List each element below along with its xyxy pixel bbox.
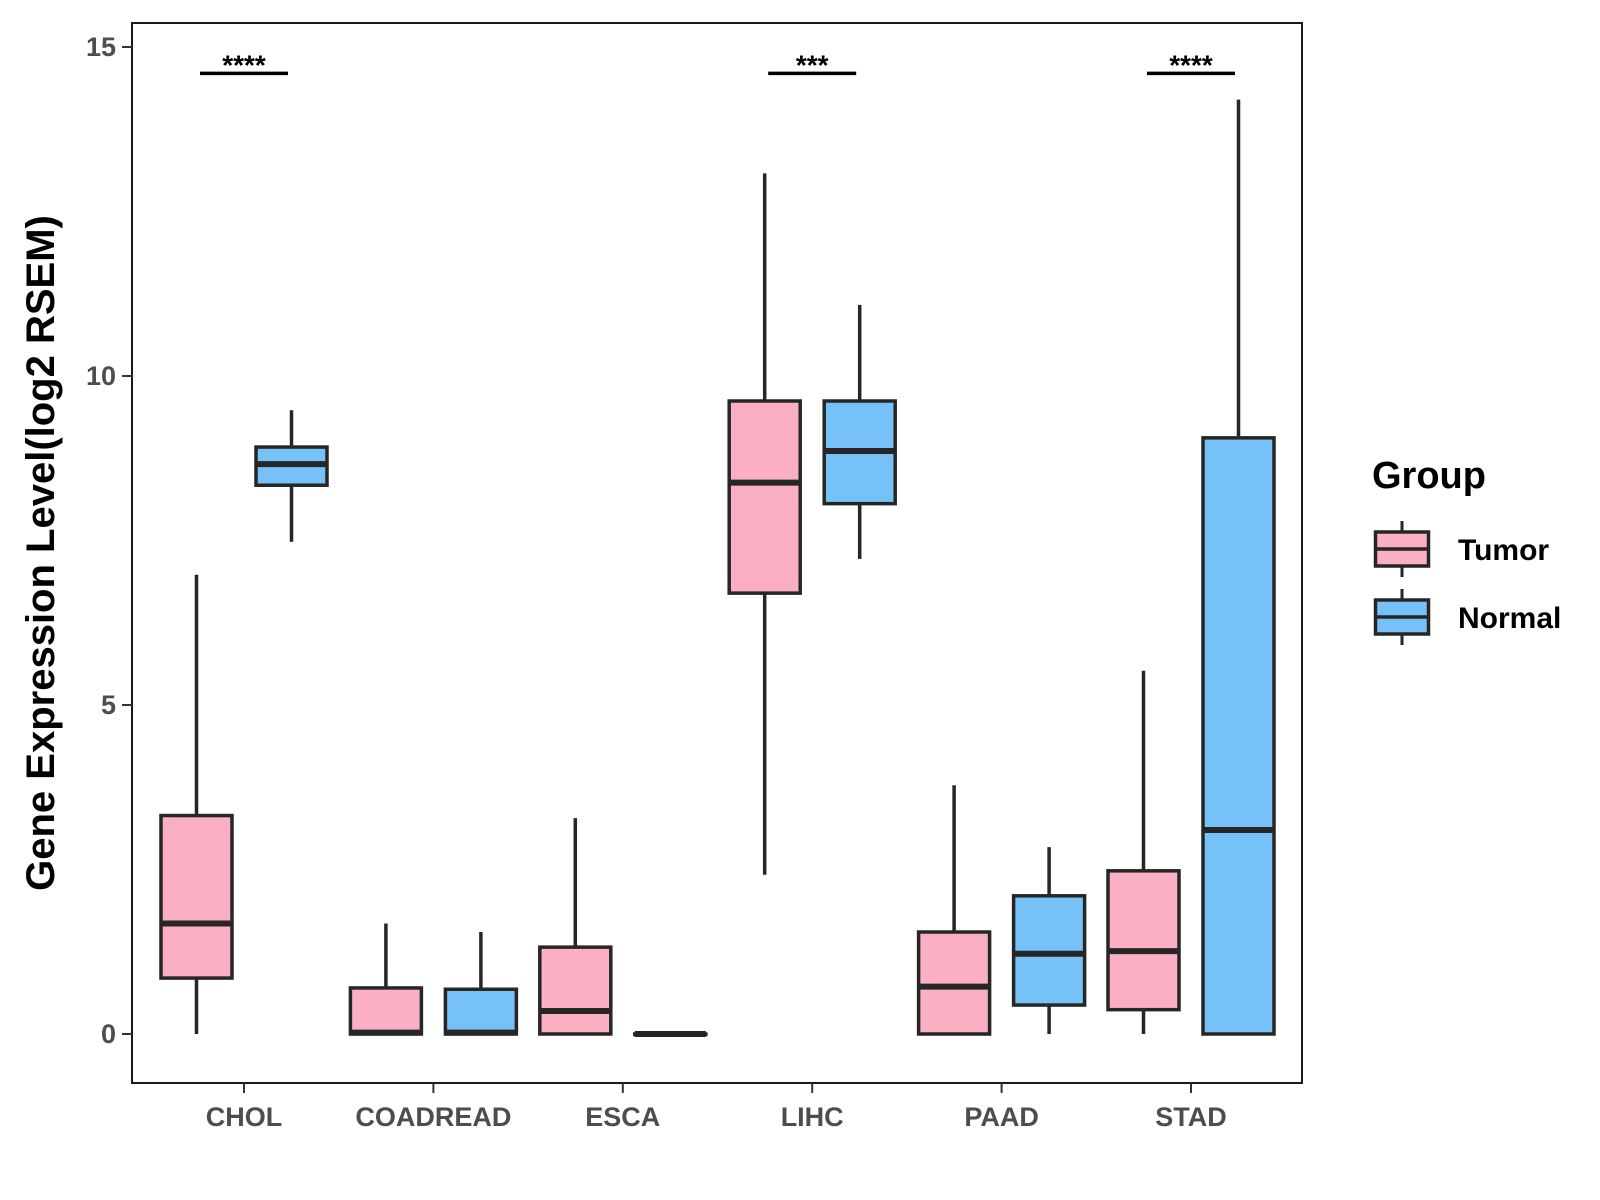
y-axis: 0 5 10 15 <box>86 32 132 1049</box>
normal-box-chol <box>254 410 329 542</box>
normal-box-coadread <box>443 932 519 1036</box>
normal-box-paad-body <box>1011 894 1087 1007</box>
tumor-box-lihc <box>727 173 802 875</box>
tumor-box-chol-body <box>159 813 234 980</box>
tumor-box-esca <box>538 818 613 1036</box>
tumor-box-stad-body <box>1106 869 1181 1012</box>
x-tick-label-stad: STAD <box>1155 1102 1227 1132</box>
x-tick-label-paad: PAAD <box>964 1102 1039 1132</box>
x-tick-label-esca: ESCA <box>585 1102 660 1132</box>
box-series-group <box>159 99 1276 1037</box>
tumor-box-stad <box>1106 670 1181 1034</box>
y-tick-label-10: 10 <box>86 361 116 391</box>
y-tick-label-5: 5 <box>101 690 116 720</box>
y-tick-label-15: 15 <box>86 32 116 62</box>
y-tick-label-0: 0 <box>101 1019 116 1049</box>
legend-item-tumor: Tumor <box>1373 521 1549 577</box>
x-tick-label-lihc: LIHC <box>781 1102 844 1132</box>
significance-label-chol: **** <box>222 49 266 80</box>
normal-box-stad <box>1201 99 1276 1036</box>
legend-label-normal: Normal <box>1458 602 1561 635</box>
normal-box-stad-body <box>1201 436 1276 1036</box>
tumor-box-chol <box>159 574 234 1034</box>
normal-box-esca <box>633 1031 708 1037</box>
legend-label-tumor: Tumor <box>1458 534 1549 567</box>
significance-label-stad: **** <box>1169 49 1213 80</box>
legend-item-normal: Normal <box>1373 589 1561 645</box>
normal-box-coadread-body <box>443 987 519 1036</box>
normal-box-lihc <box>822 304 897 559</box>
legend-title: Group <box>1372 455 1486 497</box>
y-axis-title: Gene Expression Level(log2 RSEM) <box>19 215 63 891</box>
tumor-box-paad <box>916 785 992 1036</box>
x-axis: CHOL COADREAD ESCA LIHC PAAD STAD <box>206 1083 1227 1132</box>
tumor-box-esca-body <box>538 945 613 1036</box>
legend: Group Tumor Normal <box>1372 455 1561 645</box>
tumor-box-paad-body <box>916 930 992 1036</box>
tumor-box-coadread <box>348 923 424 1036</box>
significance-label-lihc: *** <box>796 49 829 80</box>
tumor-box-lihc-body <box>727 399 802 595</box>
x-tick-label-chol: CHOL <box>206 1102 283 1132</box>
significance-annotations: **** *** **** <box>200 49 1235 80</box>
x-tick-label-coadread: COADREAD <box>355 1102 511 1132</box>
normal-box-paad <box>1011 847 1087 1034</box>
tumor-box-coadread-body <box>348 986 424 1036</box>
